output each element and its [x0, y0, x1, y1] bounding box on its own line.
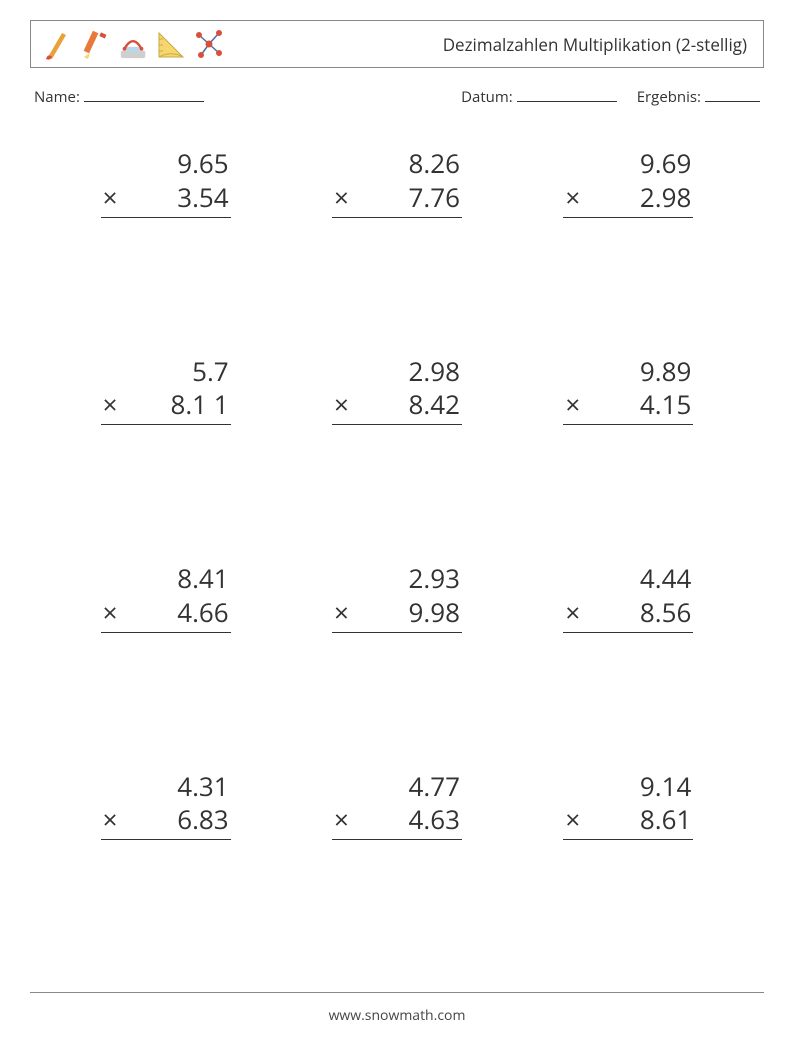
problem-top: 4.31	[101, 770, 231, 804]
problem-top: 5.7	[101, 355, 231, 389]
problem-4: 5.7 × 8.1 1	[50, 345, 281, 553]
problem-bottom: 8.1 1	[170, 388, 230, 422]
result-label: Ergebnis:	[637, 87, 701, 107]
result-blank	[705, 86, 760, 102]
problem-bottom: 7.76	[409, 181, 462, 215]
problem-top: 2.93	[332, 562, 462, 596]
problem-top: 8.26	[332, 147, 462, 181]
problem-top: 9.89	[563, 355, 693, 389]
problem-bottom: 3.54	[177, 181, 230, 215]
tool-icons	[41, 26, 225, 62]
footer-divider	[30, 992, 764, 993]
date-result-group: Datum: Ergebnis:	[461, 86, 760, 107]
eraser-icon	[117, 26, 149, 62]
problem-top: 8.41	[101, 562, 231, 596]
problems-grid: 9.65 × 3.54 8.26 × 7.76 9.69 × 2.98 5.7	[30, 137, 764, 967]
problem-bottom: 2.98	[640, 181, 693, 215]
operator: ×	[563, 181, 580, 215]
operator: ×	[332, 181, 349, 215]
operator: ×	[563, 596, 580, 630]
date-blank	[517, 86, 617, 102]
molecule-icon	[193, 26, 225, 62]
problem-1: 9.65 × 3.54	[50, 137, 281, 345]
problem-6: 9.89 × 4.15	[513, 345, 744, 553]
problem-bottom: 4.63	[409, 803, 462, 837]
problem-bottom: 8.61	[640, 803, 693, 837]
problem-top: 9.14	[563, 770, 693, 804]
info-row: Name: Datum: Ergebnis:	[30, 86, 764, 107]
problem-top: 9.65	[101, 147, 231, 181]
date-label: Datum:	[461, 87, 513, 107]
brush-icon	[41, 26, 73, 62]
problem-bottom: 8.56	[640, 596, 693, 630]
pencil-icon	[79, 26, 111, 62]
problem-10: 4.31 × 6.83	[50, 760, 281, 968]
operator: ×	[332, 388, 349, 422]
name-field: Name:	[34, 86, 204, 107]
problem-2: 8.26 × 7.76	[281, 137, 512, 345]
name-label: Name:	[34, 87, 80, 107]
operator: ×	[332, 596, 349, 630]
problem-12: 9.14 × 8.61	[513, 760, 744, 968]
problem-bottom: 6.83	[177, 803, 230, 837]
problem-top: 4.77	[332, 770, 462, 804]
problem-9: 4.44 × 8.56	[513, 552, 744, 760]
problem-11: 4.77 × 4.63	[281, 760, 512, 968]
operator: ×	[332, 803, 349, 837]
name-blank	[84, 86, 204, 102]
problem-bottom: 4.66	[177, 596, 230, 630]
operator: ×	[101, 803, 118, 837]
problem-bottom: 4.15	[640, 388, 693, 422]
operator: ×	[563, 388, 580, 422]
footer-text: www.snowmath.com	[0, 1006, 794, 1025]
worksheet-title: Dezimalzahlen Multiplikation (2-stellig)	[443, 33, 753, 56]
problem-7: 8.41 × 4.66	[50, 552, 281, 760]
problem-top: 2.98	[332, 355, 462, 389]
problem-8: 2.93 × 9.98	[281, 552, 512, 760]
operator: ×	[101, 181, 118, 215]
header-box: Dezimalzahlen Multiplikation (2-stellig)	[30, 20, 764, 68]
problem-top: 4.44	[563, 562, 693, 596]
operator: ×	[101, 596, 118, 630]
problem-5: 2.98 × 8.42	[281, 345, 512, 553]
problem-3: 9.69 × 2.98	[513, 137, 744, 345]
operator: ×	[563, 803, 580, 837]
protractor-icon	[155, 26, 187, 62]
problem-top: 9.69	[563, 147, 693, 181]
problem-bottom: 9.98	[409, 596, 462, 630]
problem-bottom: 8.42	[409, 388, 462, 422]
operator: ×	[101, 388, 118, 422]
